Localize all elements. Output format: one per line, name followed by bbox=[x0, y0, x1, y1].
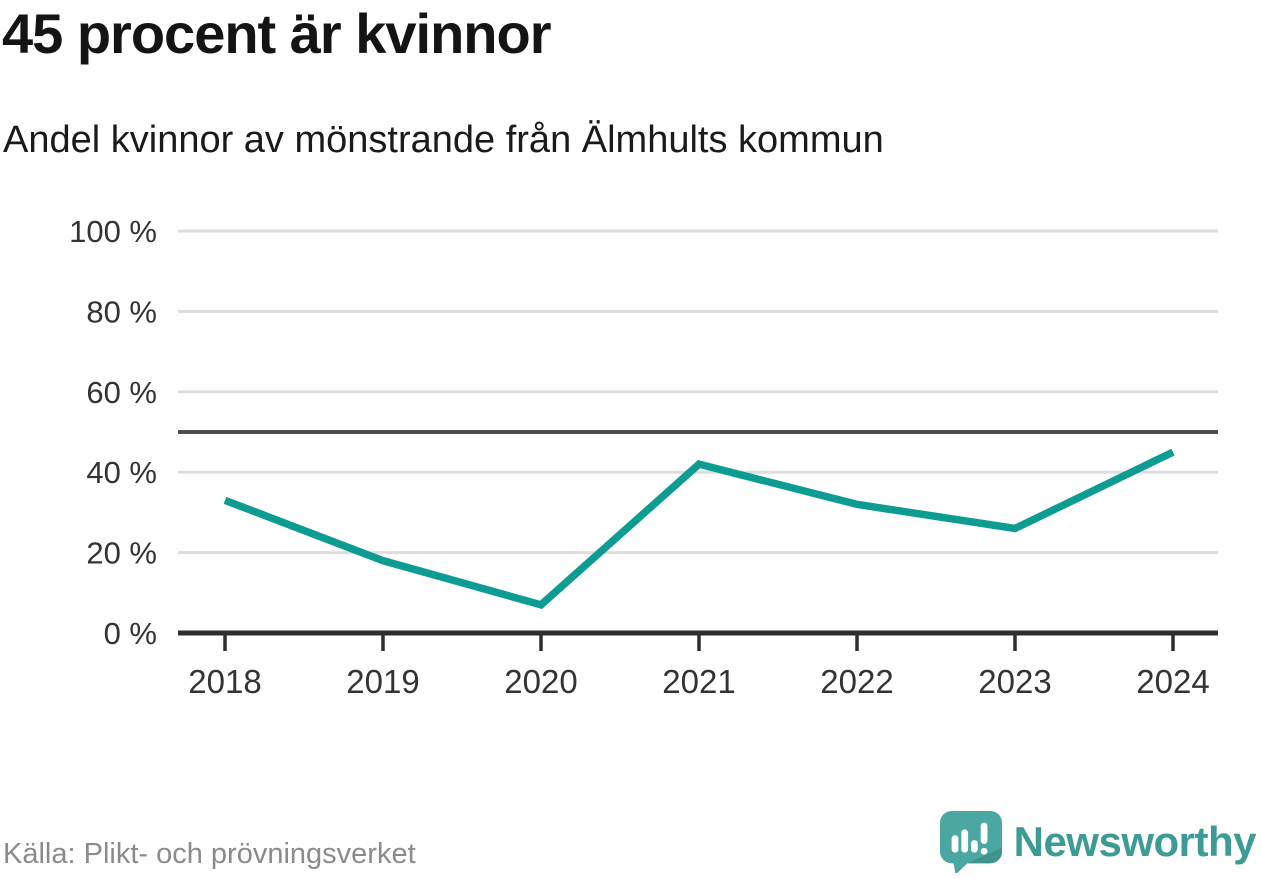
y-tick-label: 0 % bbox=[104, 616, 157, 651]
y-tick-label: 100 % bbox=[69, 214, 157, 249]
x-tick-label: 2018 bbox=[188, 663, 261, 700]
x-tick-label: 2021 bbox=[662, 663, 735, 700]
x-tick-label: 2024 bbox=[1136, 663, 1209, 700]
y-tick-label: 20 % bbox=[86, 536, 157, 571]
source-note: Källa: Plikt- och prövningsverket bbox=[3, 838, 416, 870]
y-tick-label: 60 % bbox=[86, 375, 157, 410]
chart-subtitle: Andel kvinnor av mönstrande från Älmhult… bbox=[3, 119, 884, 161]
speech-bubble bbox=[939, 811, 1002, 873]
y-tick-label: 40 % bbox=[86, 455, 157, 490]
page-title: 45 procent är kvinnor bbox=[2, 2, 552, 65]
x-tick-label: 2020 bbox=[504, 663, 577, 700]
newsworthy-logo-icon bbox=[939, 811, 1002, 873]
line-chart: 0 % 20 % 40 % 60 % 80 % 100 % 2018 2019 2020 2021… bbox=[69, 214, 1218, 700]
x-tick-label: 2019 bbox=[346, 663, 419, 700]
brand-lockup: Newsworthy bbox=[939, 811, 1257, 873]
y-tick-label: 80 % bbox=[86, 294, 157, 329]
x-tick-label: 2023 bbox=[978, 663, 1051, 700]
data-line bbox=[223, 448, 1175, 610]
x-tick-label: 2022 bbox=[820, 663, 893, 700]
bar-chart-glyph bbox=[951, 822, 988, 855]
brand-name: Newsworthy bbox=[1013, 818, 1257, 865]
